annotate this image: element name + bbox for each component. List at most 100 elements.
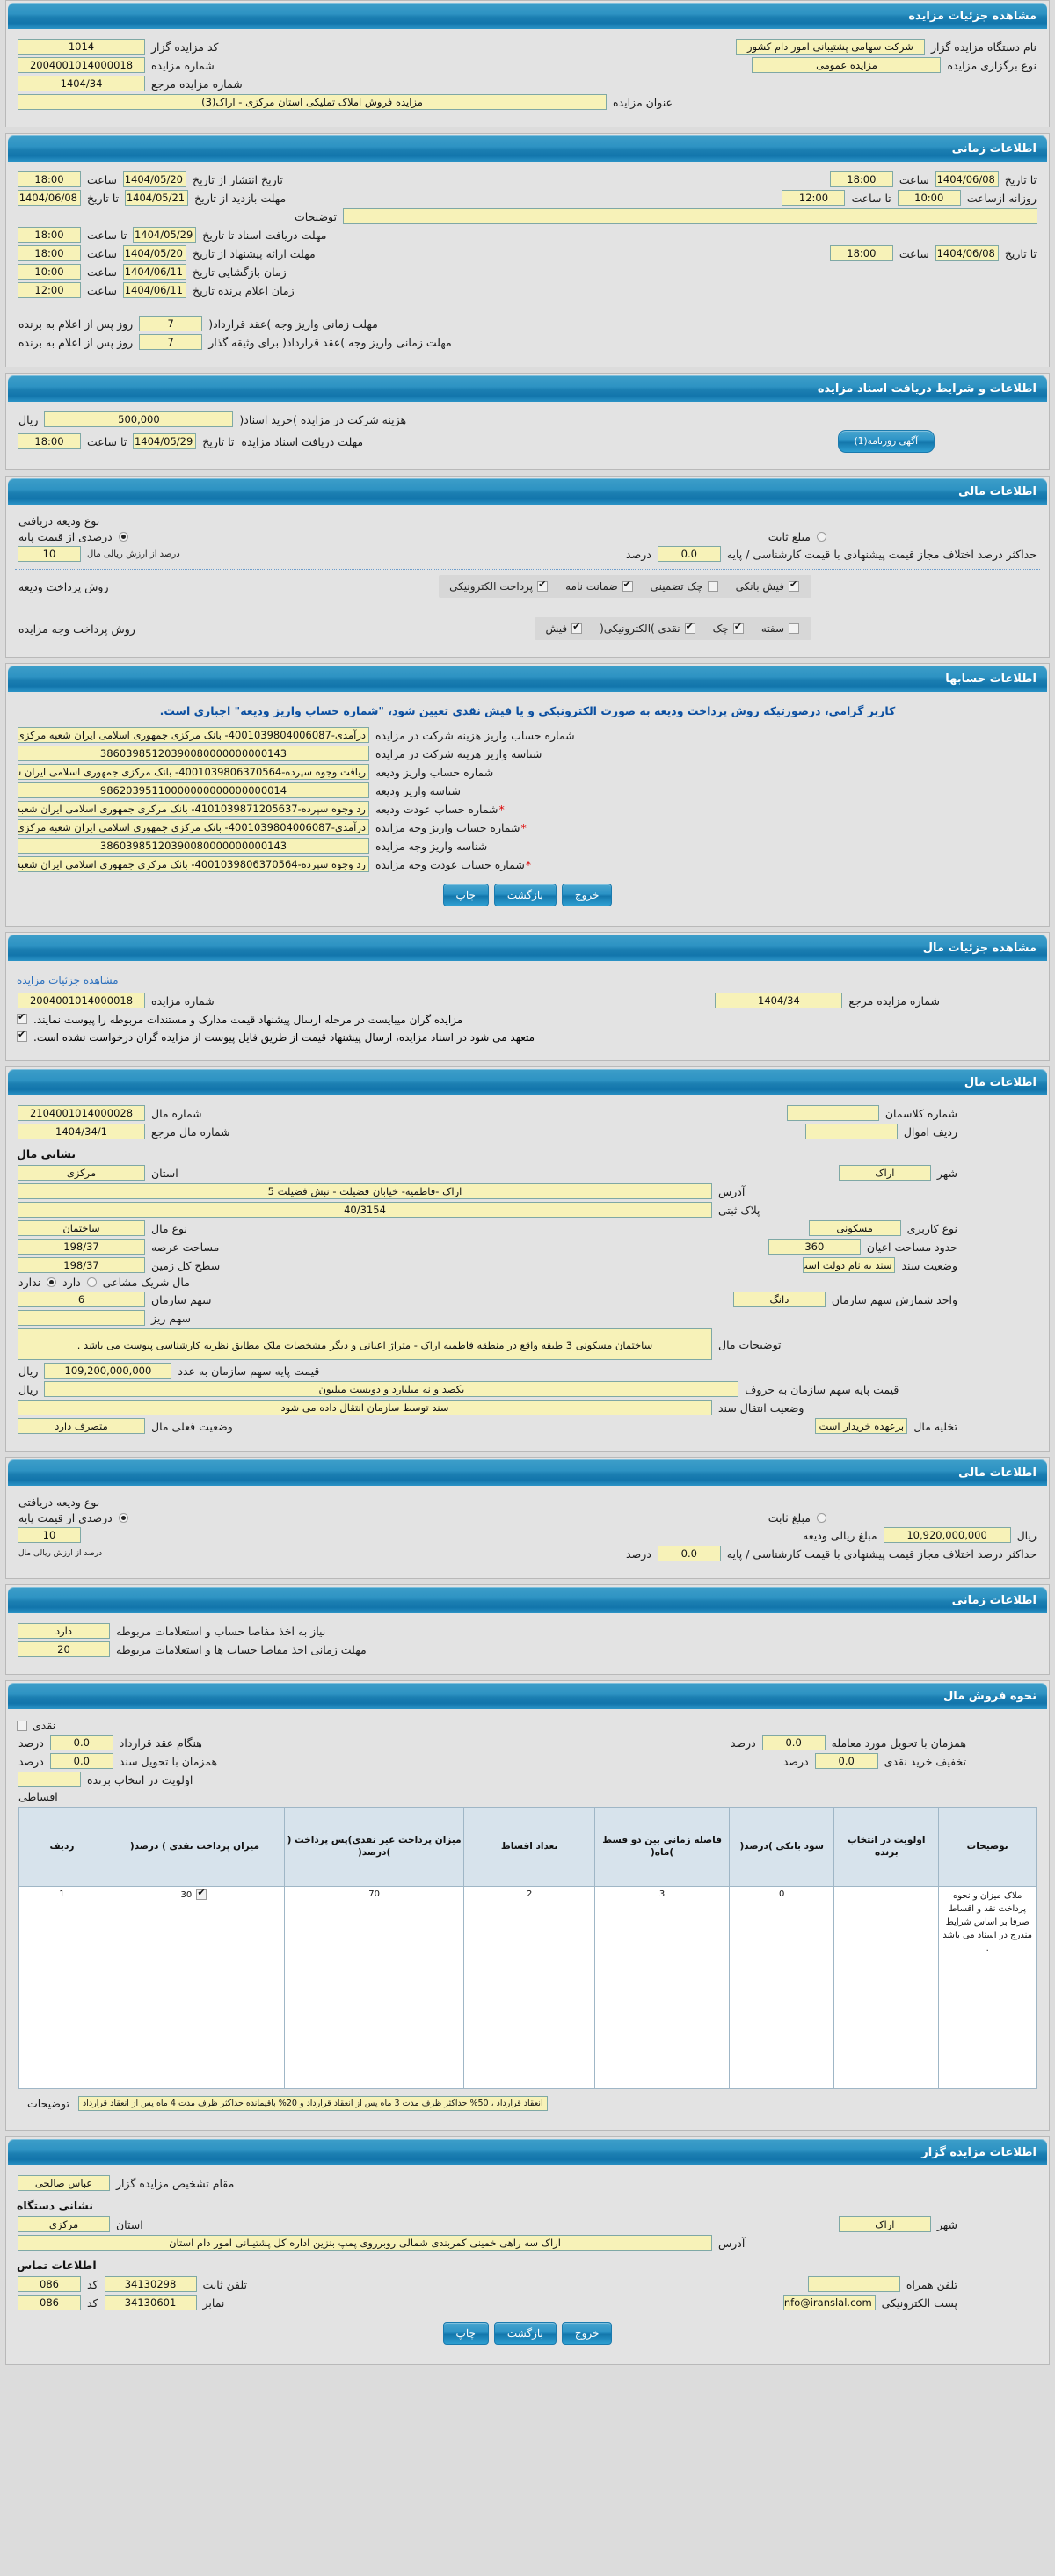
value-offer-to-hour[interactable]: 18:00 — [829, 245, 893, 261]
value-base-price-words[interactable]: یکصد و نه میلیارد و دویست میلیون — [44, 1381, 739, 1397]
checkbox-promissory-icon[interactable] — [789, 623, 799, 634]
value-property-number[interactable]: 2104001014000028 — [18, 1105, 145, 1121]
value-share-unit[interactable]: دانگ — [732, 1292, 826, 1307]
value-publish-from-date[interactable]: 1404/05/20 — [123, 171, 187, 187]
value-current-status[interactable]: متصرف دارد — [18, 1418, 145, 1434]
value-at-delivery[interactable]: 0.0 — [761, 1735, 826, 1750]
checkbox-check-icon[interactable] — [732, 622, 744, 634]
value-payment-deadline-1[interactable]: 7 — [139, 316, 203, 331]
value-cash-discount[interactable]: 0.0 — [814, 1753, 878, 1769]
checkbox-row-selected-icon[interactable] — [196, 1888, 207, 1900]
deposit-method-bank-receipt[interactable]: فیش بانکی — [736, 579, 801, 593]
deposit-method-guarantee-check[interactable]: چک تضمینی — [651, 580, 720, 593]
value-usage[interactable]: مسکونی — [808, 1220, 901, 1236]
value-offer-hour[interactable]: 18:00 — [18, 245, 81, 261]
checkbox-cash-icon[interactable] — [17, 1720, 27, 1731]
value-visit-daily-to[interactable]: 12:00 — [782, 190, 846, 206]
checkbox-guarantee-check-icon[interactable] — [707, 581, 718, 592]
value-fax[interactable]: 34130601 — [104, 2295, 197, 2310]
value-account-auction-payment[interactable]: درآمدی-4001039804006087- بانک مرکزی جمهو… — [18, 819, 369, 835]
checkbox-receipt-icon[interactable] — [571, 622, 583, 634]
value-property-notes[interactable]: ساختمان مسکونی 3 طبقه واقع در منطقه فاطم… — [18, 1328, 712, 1360]
value-mobile[interactable] — [807, 2276, 900, 2292]
value-property-auction-number[interactable]: 2004001014000018 — [18, 993, 145, 1008]
value-clearance-time[interactable]: 20 — [18, 1641, 110, 1657]
value-asset-row[interactable] — [804, 1124, 898, 1139]
value-participation-fee[interactable]: 500,000 — [44, 411, 234, 427]
print-button-top[interactable]: چاپ — [442, 884, 489, 906]
value-officer[interactable]: عباس صالحی — [18, 2175, 110, 2191]
value-payment-deadline-2[interactable]: 7 — [139, 334, 203, 350]
radio-percent-of-base[interactable] — [118, 532, 128, 542]
payment-method-promissory[interactable]: سفته — [761, 622, 801, 635]
value-maxdiff[interactable]: 0.0 — [657, 546, 721, 562]
value-docs-deadline-date2[interactable]: 1404/05/29 — [133, 433, 197, 449]
value-auction-title[interactable]: مزایده فروش املاک تملیکی استان مرکزی - ا… — [18, 94, 607, 110]
value-opening-hour[interactable]: 10:00 — [18, 264, 81, 280]
value-publish-to-hour[interactable]: 18:00 — [829, 171, 893, 187]
value-deposit-percent2[interactable]: 10 — [18, 1527, 81, 1543]
value-publish-to-date[interactable]: 1404/06/08 — [935, 171, 999, 187]
value-org-address[interactable]: اراک سه راهی خمینی کمربندی شمالی روبرروی… — [18, 2235, 712, 2251]
checkbox-electronic-payment-icon[interactable] — [537, 579, 549, 592]
value-org-city[interactable]: اراک — [838, 2216, 931, 2232]
value-visit-daily-from[interactable]: 10:00 — [897, 190, 961, 206]
value-priority[interactable] — [18, 1772, 81, 1787]
value-account-return-auction[interactable]: رد وجوه سپرده-4001039806370564- بانک مرک… — [18, 856, 369, 872]
value-opening-date[interactable]: 1404/06/11 — [123, 264, 187, 280]
value-phone-code[interactable]: 086 — [18, 2276, 81, 2292]
value-shenase-auction-payment[interactable]: 38603985120390080000000000143 — [18, 838, 369, 854]
radio-percent-of-base2[interactable] — [118, 1513, 128, 1523]
value-transfer-status[interactable]: سند توسط سازمان انتقال داده می شود — [18, 1400, 712, 1415]
value-fine-share[interactable] — [18, 1310, 145, 1326]
radio-shared-yes[interactable] — [86, 1277, 97, 1287]
back-button-top[interactable]: بازگشت — [493, 884, 557, 906]
value-maxdiff2[interactable]: 0.0 — [657, 1546, 721, 1561]
value-docs-deadline-date[interactable]: 1404/05/29 — [133, 227, 197, 243]
radio-fixed-amount2[interactable] — [817, 1513, 826, 1523]
value-address[interactable]: اراک -فاطمیه- خیابان فضیلت - نبش فضیلت 5 — [18, 1183, 712, 1199]
checkbox-bank-receipt-icon[interactable] — [789, 579, 799, 592]
value-docs-deadline-time2[interactable]: 18:00 — [18, 433, 81, 449]
back-button-bottom[interactable]: بازگشت — [493, 2322, 557, 2345]
value-area[interactable]: 198/37 — [18, 1239, 145, 1255]
value-email[interactable]: info@iranslal.com — [782, 2295, 876, 2310]
value-plate[interactable]: 40/3154 — [18, 1202, 712, 1218]
value-building-area[interactable]: 360 — [768, 1239, 861, 1255]
exit-button-top[interactable]: خروج — [561, 884, 613, 906]
deposit-method-electronic[interactable]: پرداخت الکترونیکی — [449, 579, 549, 593]
value-publish-hour[interactable]: 18:00 — [18, 171, 81, 187]
radio-fixed-amount[interactable] — [817, 532, 826, 542]
exit-button-bottom[interactable]: خروج — [561, 2322, 613, 2345]
value-org-name[interactable]: شرکت سهامی پشتیبانی امور دام کشور — [735, 39, 925, 55]
payment-method-check[interactable]: چک — [713, 622, 746, 635]
value-eviction[interactable]: برعهده خریدار است — [815, 1418, 908, 1434]
value-ref-property-number[interactable]: 1404/34/1 — [18, 1124, 145, 1139]
value-at-contract[interactable]: 0.0 — [49, 1735, 113, 1750]
value-auction-number[interactable]: 2004001014000018 — [18, 57, 145, 73]
value-winner-date[interactable]: 1404/06/11 — [123, 282, 187, 298]
value-city[interactable]: اراک — [838, 1165, 931, 1181]
value-offer-from-date[interactable]: 1404/05/20 — [123, 245, 187, 261]
checkbox-warranty-letter-icon[interactable] — [622, 579, 633, 592]
value-ref-auction-number[interactable]: 1404/34 — [18, 76, 145, 91]
deposit-method-warranty-letter[interactable]: ضمانت نامه — [565, 579, 635, 593]
value-account-deposit[interactable]: ریافت وجوه سپرده-4001039806370564- بانک … — [18, 764, 369, 780]
payment-method-receipt[interactable]: فیش — [545, 622, 584, 635]
value-fax-code[interactable]: 086 — [18, 2295, 81, 2310]
value-province[interactable]: مرکزی — [18, 1165, 145, 1181]
value-winner-hour[interactable]: 12:00 — [18, 282, 81, 298]
value-org-share[interactable]: 6 — [18, 1292, 145, 1307]
value-account-return-deposit[interactable]: رد وجوه سپرده-4101039871205637- بانک مرک… — [18, 801, 369, 817]
value-land-level[interactable]: 198/37 — [18, 1257, 145, 1273]
value-shenase-deposit[interactable]: 98620395110000000000000000014 — [18, 782, 369, 798]
value-property-type[interactable]: ساختمان — [18, 1220, 145, 1236]
newspaper-ad-button[interactable]: آگهی روزنامه(1) — [837, 430, 935, 453]
print-button-bottom[interactable]: چاپ — [442, 2322, 489, 2345]
value-installment-footer[interactable]: انعقاد قرارداد ، 50% حداکثر ظرف مدت 3 ما… — [77, 2096, 548, 2111]
payment-method-cash-electronic[interactable]: نقدی )الکترونیکی( — [600, 622, 697, 635]
value-shenase-participation-fee[interactable]: 38603985120390080000000000143 — [18, 746, 369, 761]
value-base-price[interactable]: 109,200,000,000 — [44, 1363, 172, 1379]
value-at-delivery-doc[interactable]: 0.0 — [49, 1753, 113, 1769]
value-auctioneer-code[interactable]: 1014 — [18, 39, 145, 55]
